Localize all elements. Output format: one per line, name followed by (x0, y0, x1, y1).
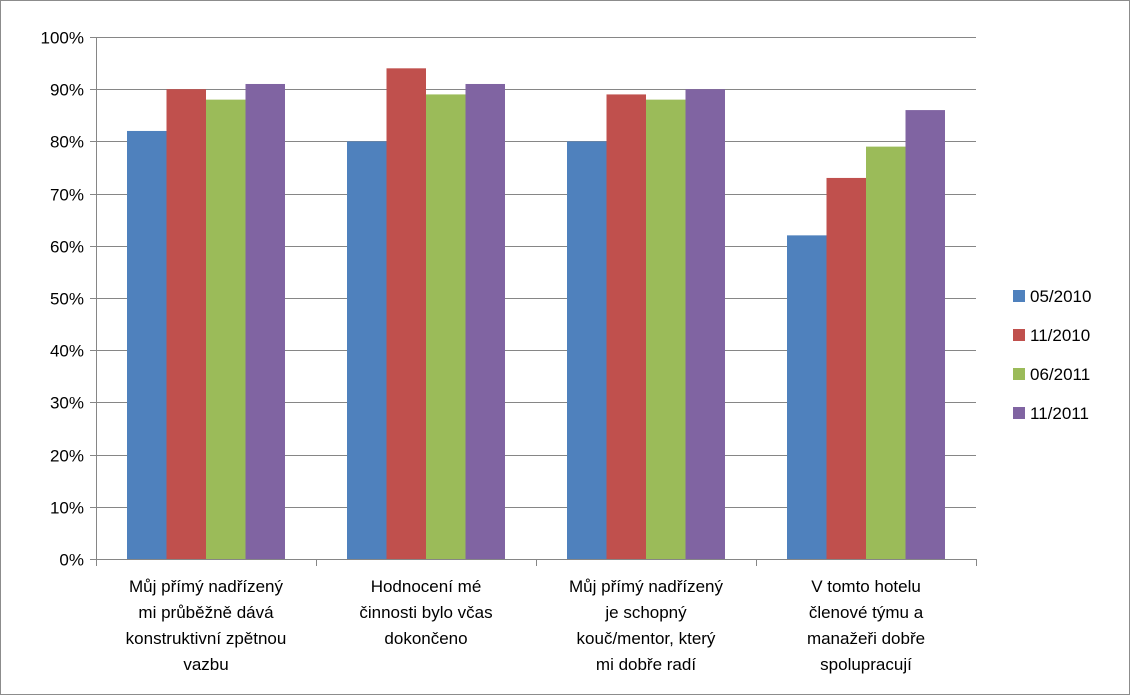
x-category-label: Můj přímý nadřízený mi průběžně dává konst… (126, 577, 287, 674)
legend-swatch (1013, 290, 1025, 302)
legend-swatch (1013, 407, 1025, 419)
legend: 05/2010 11/2010 06/2011 11/2011 (1013, 287, 1091, 423)
y-tick-label: 100% (41, 29, 84, 48)
y-tick-label: 40% (50, 342, 84, 361)
bar-11-2011-cat3 (685, 89, 725, 559)
bar-11-2011-cat1 (245, 83, 285, 559)
x-category-labels: Můj přímý nadřízený mi průběžně dává konst… (126, 577, 925, 674)
y-tick-label: 10% (50, 499, 84, 518)
legend-label: 11/2010 (1030, 326, 1090, 345)
bar-11-2010-cat3 (606, 94, 646, 560)
bar-11-2011-cat4 (905, 110, 945, 559)
bar-05-2010-cat1 (127, 130, 167, 559)
legend-swatch (1013, 368, 1025, 380)
y-tick-label: 20% (50, 447, 84, 466)
y-tick-label: 70% (50, 186, 84, 205)
bar-11-2010-cat1 (166, 89, 206, 559)
bar-05-2010-cat4 (787, 235, 827, 560)
bar-06-2011-cat3 (646, 99, 686, 559)
y-tick-label: 80% (50, 133, 84, 152)
y-tick-label: 90% (50, 81, 84, 100)
y-tick-label: 0% (59, 551, 84, 570)
legend-label: 11/2011 (1030, 404, 1089, 423)
legend-label: 06/2011 (1030, 365, 1090, 384)
bar-06-2011-cat2 (426, 94, 466, 560)
bar-05-2010-cat3 (567, 141, 607, 559)
y-tick-label: 50% (50, 290, 84, 309)
y-tick-labels: 0% 10% 20% 30% 40% 50% 60% 70% 80% 90% 100% (41, 29, 96, 570)
x-category-label: V tomto hotelu členové týmu a manažeři dob… (807, 577, 925, 674)
axes (96, 37, 977, 566)
bars (127, 68, 945, 560)
bar-11-2010-cat2 (386, 68, 426, 559)
bar-06-2011-cat4 (866, 146, 906, 559)
bar-06-2011-cat1 (206, 99, 246, 559)
bar-11-2011-cat2 (465, 83, 505, 559)
x-category-label: Hodnocení mé činnosti bylo včas dokončeno (359, 577, 492, 648)
bar-05-2010-cat2 (347, 141, 387, 559)
y-tick-label: 60% (50, 238, 84, 257)
legend-label: 05/2010 (1030, 287, 1091, 306)
y-tick-label: 30% (50, 394, 84, 413)
bar-11-2010-cat4 (826, 177, 866, 559)
x-category-label: Můj přímý nadřízený je schopný kouč/mentor… (569, 577, 723, 674)
legend-swatch (1013, 329, 1025, 341)
